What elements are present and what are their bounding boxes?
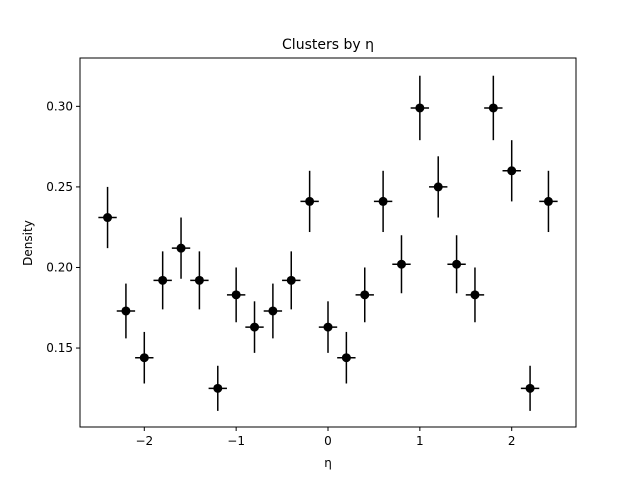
data-point [263, 283, 283, 339]
marker [158, 275, 168, 285]
data-point [245, 301, 264, 353]
x-tick-label: 0 [324, 434, 332, 448]
data-point [429, 156, 448, 218]
data-point [392, 235, 411, 294]
data-point [98, 186, 117, 249]
data-point [226, 267, 246, 323]
data-point [465, 267, 485, 323]
marker [103, 213, 113, 223]
data-point [373, 170, 393, 233]
marker [213, 383, 223, 393]
data-point [300, 170, 319, 233]
y-axis-label: Density [21, 220, 35, 266]
data-point [484, 75, 503, 141]
marker [452, 259, 462, 269]
data-point [116, 283, 136, 339]
marker [488, 103, 498, 113]
marker [433, 182, 443, 192]
data-point [208, 365, 227, 411]
x-axis-label: η [324, 456, 332, 470]
marker [250, 322, 260, 332]
y-tick-label: 0.30 [46, 99, 73, 113]
marker [396, 259, 406, 269]
marker [121, 306, 131, 316]
marker [507, 166, 517, 176]
data-point [171, 217, 191, 279]
x-tick-label: 2 [508, 434, 516, 448]
chart-title: Clusters by η [282, 37, 374, 53]
data-point [282, 251, 301, 310]
plot-frame [79, 57, 577, 428]
data-point [520, 365, 540, 411]
data-point [502, 140, 521, 202]
data-point [410, 75, 430, 141]
marker [543, 196, 553, 206]
marker [286, 275, 296, 285]
marker [415, 103, 425, 113]
x-tick-label: 1 [416, 434, 424, 448]
data-point [190, 251, 209, 310]
marker [525, 383, 535, 393]
x-tick-label: −1 [227, 434, 245, 448]
marker [268, 306, 278, 316]
marker [176, 243, 186, 253]
marker [231, 290, 241, 300]
marker [378, 196, 388, 206]
data-point [135, 331, 154, 384]
y-tick-label: 0.25 [46, 180, 73, 194]
marker [360, 290, 370, 300]
data-point [447, 235, 466, 294]
data-point [337, 331, 356, 384]
data-point [318, 301, 338, 353]
marker [323, 322, 333, 332]
marker [194, 275, 204, 285]
y-tick-label: 0.15 [46, 341, 73, 355]
data-point [539, 170, 558, 233]
y-tick-label: 0.20 [46, 260, 73, 274]
marker [341, 353, 351, 363]
data-point [153, 251, 172, 310]
marker [470, 290, 480, 300]
marker [305, 196, 315, 206]
x-tick-label: −2 [135, 434, 153, 448]
data-point [355, 267, 374, 323]
marker [139, 353, 149, 363]
